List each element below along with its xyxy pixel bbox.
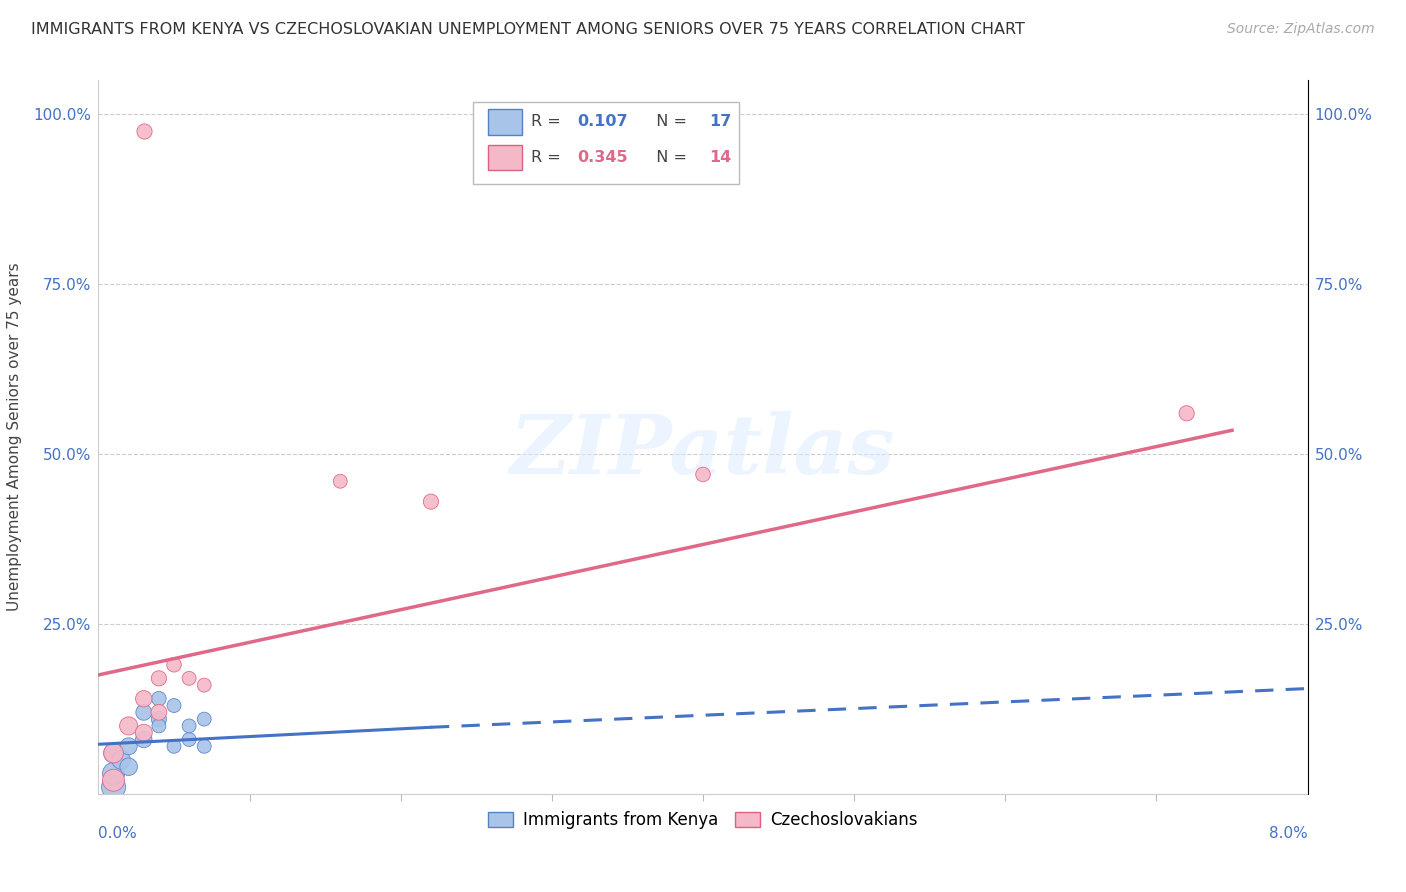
Point	[103, 773, 125, 788]
Point	[132, 706, 155, 720]
Point	[692, 467, 714, 482]
Point	[148, 719, 170, 733]
Text: 0.345: 0.345	[578, 150, 628, 165]
Point	[132, 725, 155, 739]
Point	[118, 739, 141, 754]
Point	[179, 671, 201, 685]
Point	[193, 678, 215, 692]
Point	[110, 753, 132, 767]
Point	[179, 719, 201, 733]
Text: 8.0%: 8.0%	[1268, 826, 1308, 841]
Y-axis label: Unemployment Among Seniors over 75 years: Unemployment Among Seniors over 75 years	[7, 263, 22, 611]
Point	[103, 746, 125, 760]
Text: 0.0%: 0.0%	[98, 826, 138, 841]
Point	[148, 706, 170, 720]
Text: N =: N =	[647, 150, 692, 165]
Point	[132, 691, 155, 706]
Text: ZIPatlas: ZIPatlas	[510, 411, 896, 491]
Point	[118, 719, 141, 733]
Point	[163, 657, 186, 672]
Point	[118, 760, 141, 774]
Point	[1175, 406, 1198, 420]
FancyBboxPatch shape	[474, 102, 740, 184]
Point	[103, 780, 125, 794]
Point	[420, 494, 443, 508]
Point	[103, 766, 125, 780]
Point	[148, 671, 170, 685]
Text: Source: ZipAtlas.com: Source: ZipAtlas.com	[1227, 22, 1375, 37]
Point	[193, 739, 215, 754]
Point	[148, 712, 170, 726]
Text: 0.107: 0.107	[578, 114, 628, 129]
Point	[148, 691, 170, 706]
Point	[163, 698, 186, 713]
Text: N =: N =	[647, 114, 692, 129]
Point	[329, 475, 352, 489]
FancyBboxPatch shape	[488, 145, 522, 170]
Legend: Immigrants from Kenya, Czechoslovakians: Immigrants from Kenya, Czechoslovakians	[482, 805, 924, 836]
Text: 14: 14	[709, 150, 731, 165]
Point	[179, 732, 201, 747]
Point	[103, 746, 125, 760]
Point	[132, 124, 155, 138]
Text: R =: R =	[531, 150, 567, 165]
Point	[163, 739, 186, 754]
Text: 17: 17	[709, 114, 731, 129]
Text: IMMIGRANTS FROM KENYA VS CZECHOSLOVAKIAN UNEMPLOYMENT AMONG SENIORS OVER 75 YEAR: IMMIGRANTS FROM KENYA VS CZECHOSLOVAKIAN…	[31, 22, 1025, 37]
Point	[132, 732, 155, 747]
FancyBboxPatch shape	[488, 109, 522, 135]
Point	[193, 712, 215, 726]
Text: R =: R =	[531, 114, 567, 129]
